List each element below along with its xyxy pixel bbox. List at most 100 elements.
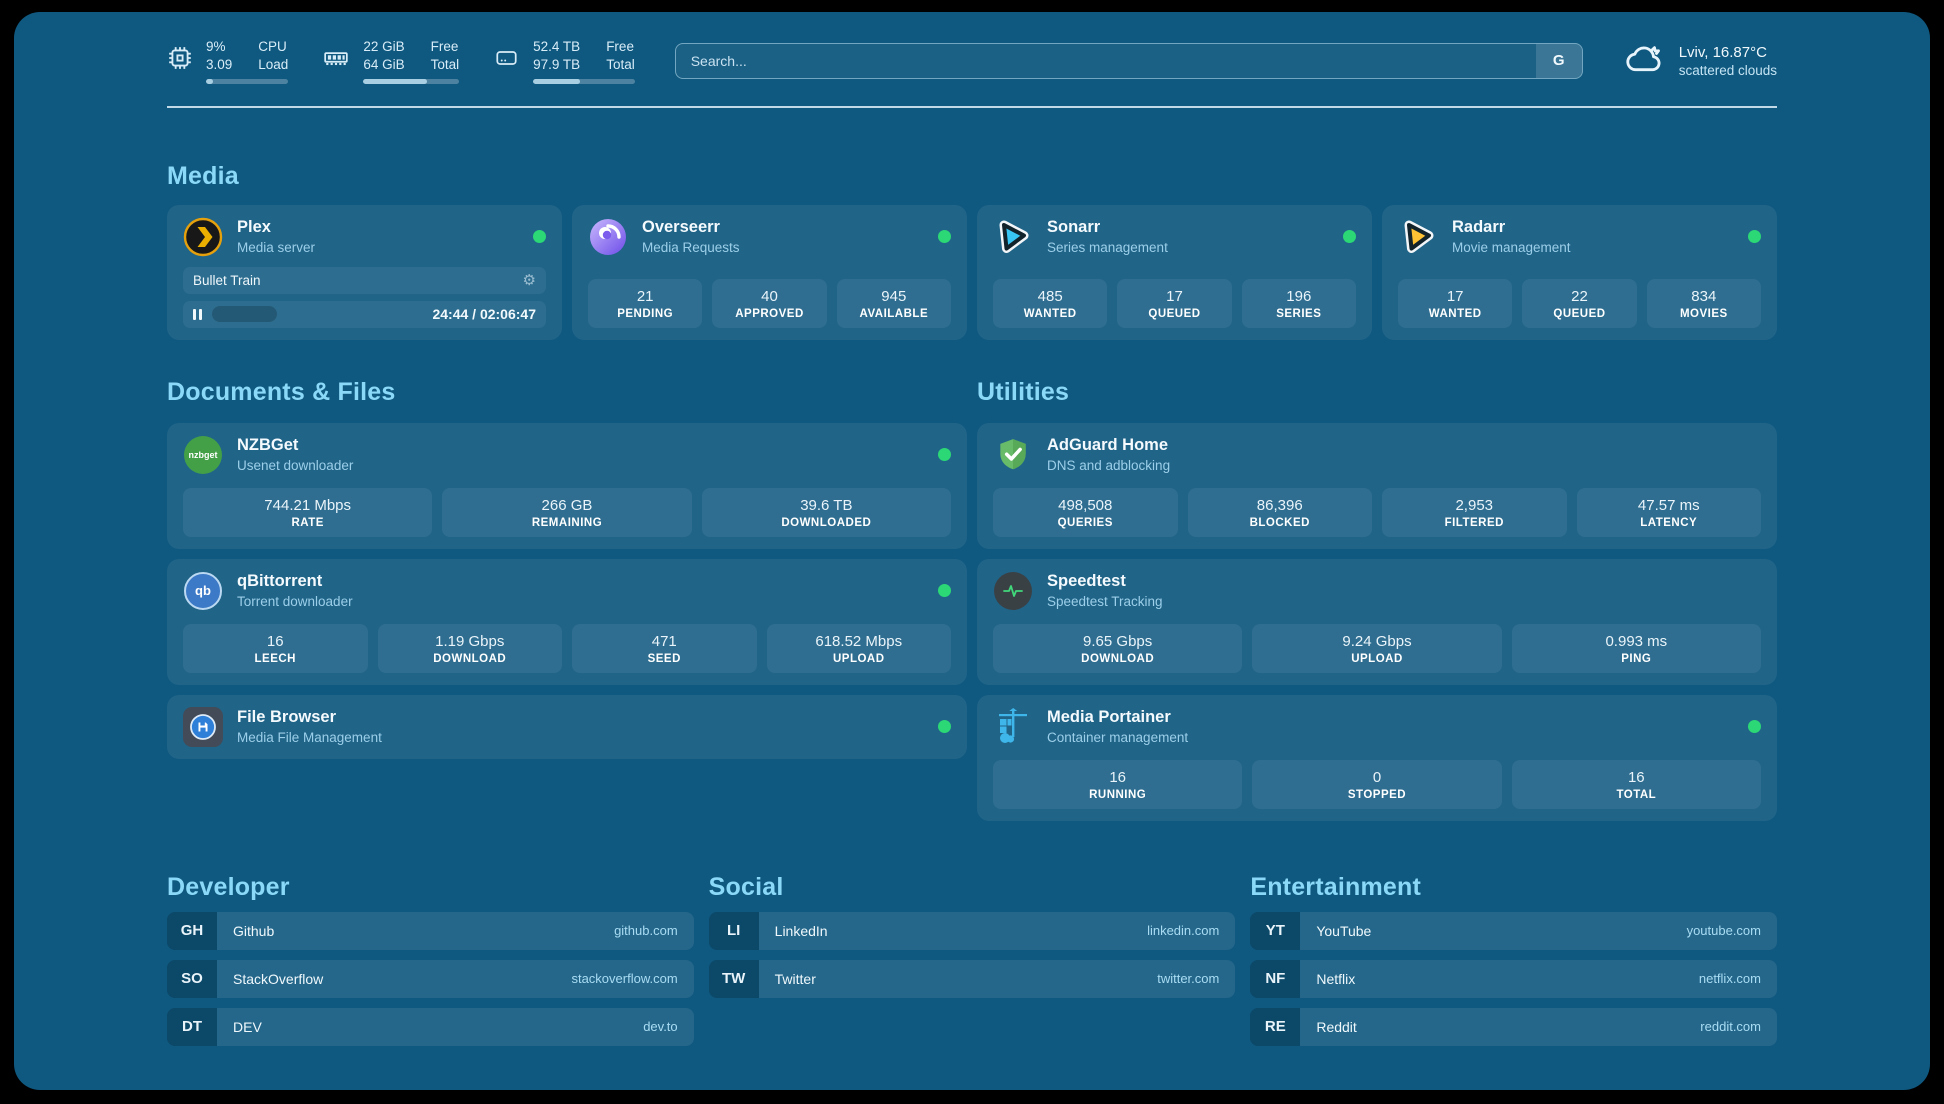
card-radarr[interactable]: Radarr Movie management 17 WANTED 22 QUEUE… — [1382, 204, 1777, 340]
stat-blocked: 86,396 BLOCKED — [1187, 487, 1372, 537]
stat-rate: 744.21 Mbps RATE — [183, 487, 433, 537]
memory-free-label: Free — [430, 39, 459, 54]
bookmark-linkedin[interactable]: LI LinkedIn linkedin.com — [708, 911, 1236, 950]
bookmark-url: dev.to — [643, 1019, 678, 1035]
bookmarks-entertainment: Entertainment YT YouTube youtube.com NF N… — [1250, 873, 1777, 1046]
section-title-developer: Developer — [167, 872, 290, 901]
status-dot — [938, 448, 951, 462]
bookmark-url: netflix.com — [1698, 971, 1761, 987]
app-desc: Media File Management — [237, 730, 382, 746]
app-name: NZBGet — [237, 436, 299, 455]
load-label: Load — [258, 56, 289, 72]
bookmark-url: linkedin.com — [1147, 923, 1220, 939]
bookmarks-social: Social LI LinkedIn linkedin.com TW Twitte… — [708, 872, 1236, 998]
weather-widget: Lviv, 16.87°C scattered clouds — [1625, 41, 1777, 80]
bookmark-abbr: SO — [167, 959, 217, 998]
status-dot — [1343, 230, 1356, 244]
overseerr-icon — [588, 217, 628, 257]
memory-progress — [363, 78, 460, 84]
card-filebrowser[interactable]: File Browser Media File Management — [167, 694, 967, 759]
bookmark-dev[interactable]: DT DEV dev.to — [167, 1007, 694, 1046]
search-bar: G — [674, 42, 1583, 79]
bookmark-github[interactable]: GH Github github.com — [167, 911, 694, 950]
dashboard-panel: 9% CPU 3.09 Load — [14, 12, 1930, 1090]
now-playing-title: Bullet Train — [193, 272, 261, 288]
playback-progress — [212, 306, 278, 323]
card-nzbget[interactable]: nzbget NZBGet Usenet downloader 744.21 M… — [167, 422, 967, 549]
app-desc: Series management — [1047, 240, 1168, 256]
bookmark-url: stackoverflow.com — [571, 971, 678, 987]
stat-movies: 834 MOVIES — [1646, 278, 1761, 328]
stat-download: 1.19 Gbps DOWNLOAD — [377, 623, 562, 673]
memory-free: 22 GiB — [363, 39, 405, 54]
bookmark-twitter[interactable]: TW Twitter twitter.com — [708, 959, 1236, 998]
pause-icon[interactable] — [193, 308, 202, 320]
app-name: File Browser — [237, 708, 337, 727]
bookmark-name: DEV — [233, 1018, 262, 1035]
app-desc: Container management — [1047, 730, 1189, 746]
top-bar: 9% CPU 3.09 Load — [167, 12, 1777, 84]
stat-leech: 16 LEECH — [183, 623, 368, 673]
stat-total: 16 TOTAL — [1511, 759, 1761, 809]
card-adguard[interactable]: AdGuard Home DNS and adblocking 498,508 Q… — [977, 422, 1777, 549]
card-plex[interactable]: Plex Media server Bullet Train ⚙ 24:44 /… — [167, 204, 562, 340]
bookmarks-developer: Developer GH Github github.com SO StackOv… — [167, 873, 694, 1046]
card-speedtest[interactable]: Speedtest Speedtest Tracking 9.65 Gbps DO… — [977, 558, 1777, 685]
app-name: Speedtest — [1047, 572, 1126, 591]
bookmark-reddit[interactable]: RE Reddit reddit.com — [1250, 1007, 1777, 1046]
stat-latency: 47.57 ms LATENCY — [1576, 487, 1761, 537]
stat-available: 945 AVAILABLE — [836, 278, 951, 328]
bookmark-netflix[interactable]: NF Netflix netflix.com — [1250, 959, 1777, 998]
card-sonarr[interactable]: Sonarr Series management 485 WANTED 17 QUE… — [977, 204, 1372, 340]
search-engine-button[interactable]: G — [1535, 43, 1582, 78]
card-qbittorrent[interactable]: qb qBittorrent Torrent downloader 16 LEEC… — [167, 558, 967, 685]
disk-free: 52.4 TB — [533, 39, 581, 54]
stat-approved: 40 APPROVED — [712, 278, 827, 328]
bookmark-name: YouTube — [1316, 922, 1372, 939]
bookmark-name: Reddit — [1316, 1018, 1357, 1035]
bookmark-name: Github — [233, 922, 275, 939]
bookmark-url: github.com — [614, 923, 678, 939]
bookmark-url: reddit.com — [1700, 1019, 1761, 1035]
stat-queued: 22 QUEUED — [1522, 278, 1637, 328]
bookmark-abbr: GH — [167, 911, 217, 950]
bookmark-abbr: NF — [1250, 959, 1301, 998]
section-utilities: Utilities AdGuard Home DNS and adblockin… — [977, 378, 1777, 821]
section-title-social: Social — [708, 872, 784, 901]
section-title-media: Media — [167, 161, 239, 190]
bookmark-stackoverflow[interactable]: SO StackOverflow stackoverflow.com — [167, 959, 694, 998]
nzbget-icon: nzbget — [183, 435, 223, 475]
bookmark-name: Twitter — [774, 970, 816, 987]
card-overseerr[interactable]: Overseerr Media Requests 21 PENDING 40 APP… — [572, 204, 967, 340]
app-name: Plex — [237, 218, 271, 237]
search-input[interactable] — [675, 43, 1536, 78]
stat-queries: 498,508 QUERIES — [993, 487, 1178, 537]
card-portainer[interactable]: Media Portainer Container management 16 R… — [977, 694, 1777, 821]
app-desc: Speedtest Tracking — [1047, 594, 1163, 610]
bookmark-abbr: YT — [1250, 911, 1301, 950]
cpu-load: 3.09 — [206, 56, 233, 72]
qbittorrent-icon: qb — [183, 571, 223, 611]
section-title-utilities: Utilities — [977, 377, 1070, 406]
stat-filtered: 2,953 FILTERED — [1382, 487, 1567, 537]
playback-time: 24:44 / 02:06:47 — [432, 306, 536, 323]
gear-icon[interactable]: ⚙ — [522, 271, 536, 289]
radarr-icon — [1398, 217, 1438, 257]
disk-icon — [493, 38, 520, 76]
stat-download: 9.65 Gbps DOWNLOAD — [993, 623, 1243, 673]
stat-series: 196 SERIES — [1241, 278, 1356, 328]
stat-downloaded: 39.6 TB DOWNLOADED — [701, 487, 951, 537]
status-dot — [533, 230, 546, 244]
status-dot — [938, 584, 951, 598]
weather-condition: scattered clouds — [1678, 62, 1777, 78]
system-stats: 9% CPU 3.09 Load — [167, 38, 635, 84]
status-dot — [938, 720, 951, 734]
bookmark-abbr: DT — [167, 1007, 217, 1046]
status-dot — [1748, 720, 1761, 734]
stat-ping: 0.993 ms PING — [1511, 623, 1761, 673]
disk-progress — [533, 78, 635, 84]
app-desc: Media server — [237, 240, 316, 256]
bookmark-youtube[interactable]: YT YouTube youtube.com — [1250, 911, 1777, 950]
disk-stat: 52.4 TB Free 97.9 TB Total — [493, 38, 635, 84]
app-name: Radarr — [1452, 218, 1506, 237]
